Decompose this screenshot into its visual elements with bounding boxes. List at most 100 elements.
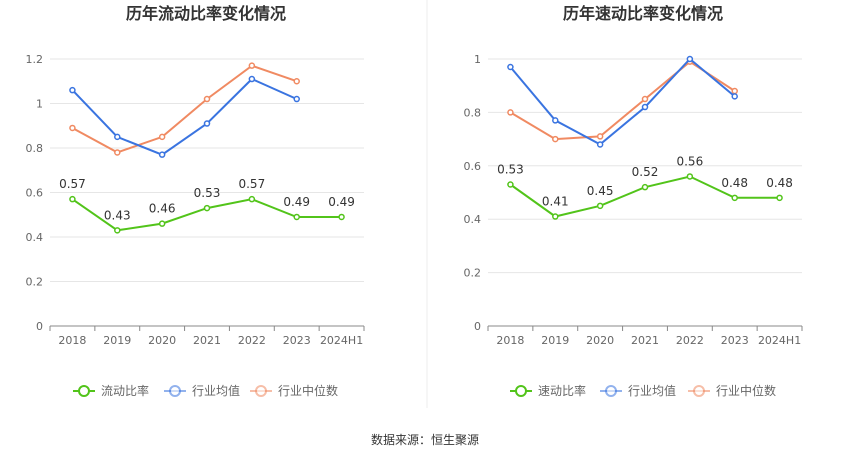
y-tick-label: 0 (474, 320, 481, 333)
data-point (158, 220, 166, 227)
data-point (69, 195, 76, 203)
legend-label: 行业中位数 (278, 383, 338, 398)
legend-label: 行业中位数 (716, 383, 776, 398)
x-tick-label: 2024H1 (758, 334, 801, 347)
y-tick-label: 0.2 (464, 267, 482, 280)
series-行业中位数 (507, 58, 738, 143)
data-point (686, 173, 694, 180)
y-tick-label: 0.4 (464, 213, 482, 226)
y-tick-label: 0 (36, 320, 43, 333)
x-tick-label: 2024H1 (320, 334, 363, 347)
legend-marker (605, 385, 617, 397)
x-tick-label: 2022 (238, 334, 266, 347)
legend-item: 行业均值 (600, 383, 676, 398)
y-tick-label: 0.4 (26, 231, 44, 244)
data-point (248, 75, 256, 83)
y-tick-label: 0.8 (464, 106, 482, 119)
chart-title: 历年速动比率变化情况 (563, 4, 723, 23)
legend-marker (515, 385, 527, 397)
chart-2: 历年速动比率变化情况 0 0.2 0.4 0.6 0.8 1 2018 2019 2020 2021… (464, 4, 803, 398)
x-tick-label: 2019 (541, 334, 569, 347)
data-point (158, 151, 166, 158)
data-point (776, 194, 783, 202)
x-tick-label: 2020 (148, 334, 176, 347)
x-tick-label: 2020 (586, 334, 614, 347)
data-label: 0.52 (632, 165, 659, 179)
data-label: 0.57 (238, 177, 265, 191)
data-source-note: 数据来源：恒生聚源 (370, 433, 479, 447)
series-line (509, 57, 736, 146)
data-label: 0.53 (194, 186, 221, 200)
x-tick-label: 2021 (193, 334, 221, 347)
data-point (552, 117, 559, 124)
data-point (158, 133, 166, 141)
data-point (596, 141, 604, 148)
data-point (731, 93, 738, 100)
data-point (203, 95, 211, 103)
legend: 流动比率 行业均值 行业中位数 (73, 383, 338, 398)
data-point (731, 87, 738, 95)
x-tick-label: 2022 (676, 334, 704, 347)
y-tick-label: 0.2 (26, 276, 44, 289)
series-line (509, 60, 736, 141)
legend-item: 流动比率 (73, 383, 149, 398)
data-label: 0.57 (59, 177, 86, 191)
data-point (596, 133, 604, 140)
data-point (686, 55, 694, 63)
data-point (552, 213, 559, 220)
data-point (114, 133, 121, 141)
legend-item: 速动比率 (510, 383, 586, 398)
data-point (248, 195, 256, 203)
data-label: 0.56 (676, 154, 703, 168)
series-流动比率: 0.57 0.43 0.46 0.53 0.57 0.49 0.49 (59, 177, 355, 234)
gridlines (488, 58, 802, 274)
legend-label: 速动比率 (538, 383, 586, 398)
legend: 速动比率 行业均值 行业中位数 (510, 383, 776, 398)
data-point (293, 95, 300, 103)
chart-title: 历年流动比率变化情况 (126, 4, 286, 23)
legend-marker (169, 385, 181, 397)
data-label: 0.48 (721, 176, 748, 190)
data-label: 0.43 (104, 208, 131, 222)
data-point (596, 202, 604, 210)
data-point (507, 63, 514, 71)
data-point (641, 103, 649, 111)
data-point (114, 227, 121, 234)
series-行业均值 (507, 55, 738, 148)
legend-item: 行业均值 (164, 383, 240, 398)
series-行业均值 (69, 75, 300, 158)
data-label: 0.49 (328, 195, 355, 209)
y-tick-label: 1.2 (26, 53, 44, 66)
x-tick-label: 2021 (631, 334, 659, 347)
data-label: 0.45 (587, 184, 614, 198)
data-label: 0.53 (497, 162, 524, 176)
series-行业中位数 (69, 62, 300, 156)
data-point (507, 181, 514, 188)
series-速动比率: 0.53 0.41 0.45 0.52 0.56 0.48 0.48 (497, 154, 793, 220)
data-point (552, 135, 559, 143)
data-point (114, 149, 121, 156)
data-point (293, 78, 300, 85)
legend-marker (693, 385, 705, 397)
data-point (731, 194, 738, 202)
data-point (293, 213, 300, 221)
x-tick-label: 2019 (103, 334, 131, 347)
y-tick-label: 1 (36, 98, 43, 111)
x-tick-label: 2018 (496, 334, 524, 347)
data-label: 0.46 (149, 202, 176, 216)
y-tick-label: 1 (474, 53, 481, 66)
series-line (71, 77, 298, 156)
legend-label: 行业均值 (628, 383, 676, 398)
x-tick-label: 2023 (283, 334, 311, 347)
data-label: 0.48 (766, 176, 793, 190)
series-line (71, 64, 298, 154)
y-tick-label: 0.8 (26, 142, 44, 155)
y-tick-label: 0.6 (26, 187, 44, 200)
data-point (641, 183, 649, 191)
data-point (248, 62, 256, 69)
legend-item: 行业中位数 (250, 383, 338, 398)
x-tick-label: 2023 (721, 334, 749, 347)
data-point (338, 213, 345, 221)
data-point (69, 124, 76, 132)
